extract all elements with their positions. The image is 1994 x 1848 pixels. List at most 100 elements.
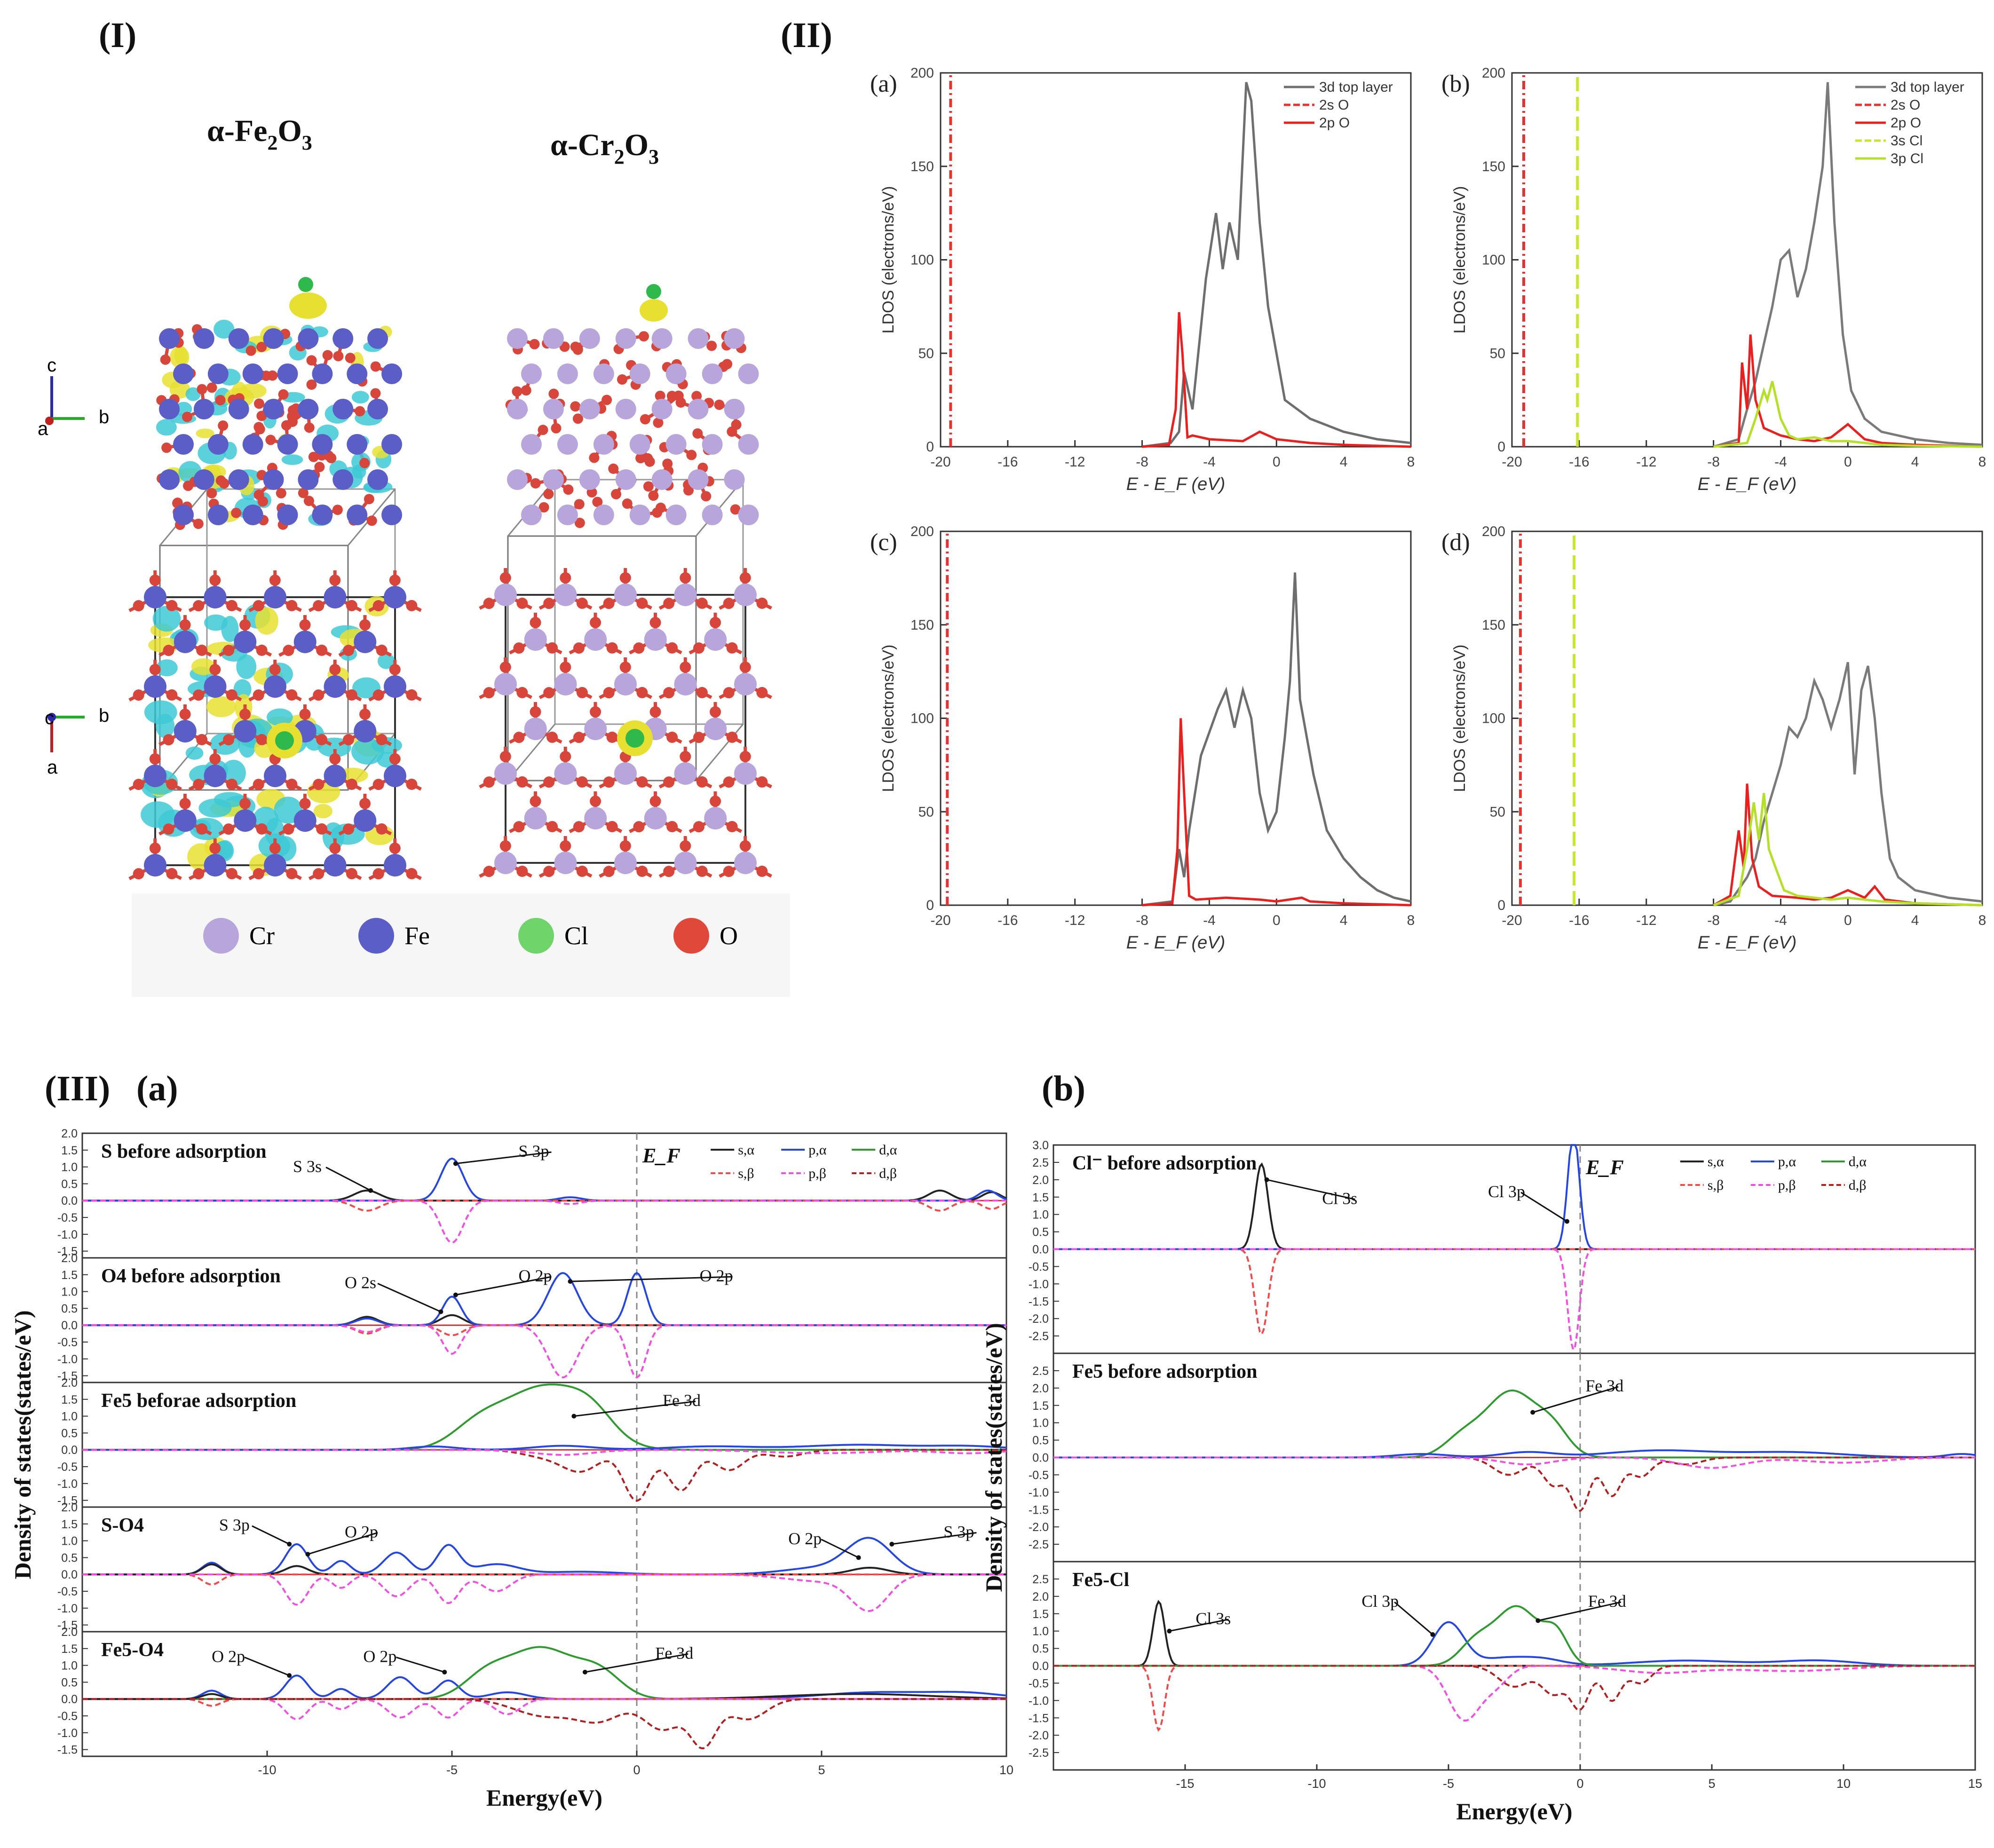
peak-annotation: S 3p bbox=[219, 1516, 250, 1534]
x-tick-label: -16 bbox=[1569, 454, 1589, 470]
y-tick-label: 0.0 bbox=[61, 1444, 78, 1457]
metal-atom bbox=[579, 328, 600, 349]
metal-atom bbox=[614, 762, 637, 785]
oxygen-atom bbox=[513, 821, 525, 833]
oxygen-atom bbox=[611, 489, 622, 499]
oxygen-atom bbox=[256, 644, 268, 656]
oxygen-atom bbox=[726, 731, 738, 743]
y-tick-label: 1.5 bbox=[1032, 1191, 1049, 1204]
oxygen-atom bbox=[663, 687, 675, 699]
y-tick-label: -0.5 bbox=[1029, 1260, 1049, 1273]
metal-atom bbox=[734, 762, 757, 785]
oxygen-atom bbox=[619, 840, 631, 852]
oxygen-atom bbox=[406, 689, 418, 701]
y-tick-label: 1.0 bbox=[61, 1161, 78, 1174]
x-tick-label: 0 bbox=[1273, 454, 1281, 470]
oxygen-atom bbox=[739, 661, 751, 673]
x-tick-label: 8 bbox=[1407, 913, 1415, 928]
metal-atom bbox=[207, 434, 229, 455]
metal-atom bbox=[264, 586, 286, 608]
y-tick-label: -1.0 bbox=[57, 1228, 78, 1241]
x-tick-label: -16 bbox=[997, 913, 1018, 928]
oxygen-atom bbox=[269, 663, 281, 675]
oxygen-atom bbox=[376, 823, 388, 835]
metal-atom bbox=[651, 469, 673, 490]
oxygen-atom bbox=[756, 865, 768, 877]
series-3p-cl bbox=[1713, 793, 1983, 907]
oxygen-atom bbox=[287, 417, 298, 427]
isosurface-lobe bbox=[255, 607, 278, 635]
dos-subplot: 2.0 1.5 1.0 0.5 0.0 -0.5 -1.0 -1.5 O4 before ads… bbox=[57, 1252, 1007, 1383]
oxygen-atom bbox=[133, 868, 144, 880]
legend-cl-label: Cl bbox=[564, 922, 588, 950]
isosurface-lobe bbox=[351, 391, 369, 404]
oxygen-atom bbox=[546, 731, 558, 743]
dos-curve bbox=[82, 1200, 1006, 1244]
metal-atom bbox=[159, 328, 180, 349]
oxygen-atom bbox=[680, 840, 691, 852]
oxygen-atom bbox=[643, 481, 654, 492]
metal-atom bbox=[293, 809, 317, 832]
metal-atom bbox=[277, 505, 298, 525]
oxygen-atom bbox=[197, 384, 207, 395]
y-tick-label: 2.0 bbox=[1032, 1174, 1049, 1187]
metal-atom bbox=[367, 399, 388, 419]
annotation-arrow bbox=[377, 1283, 442, 1312]
x-tick-label: -20 bbox=[1502, 913, 1522, 928]
annotation-arrowhead bbox=[287, 1541, 292, 1547]
oxygen-atom bbox=[276, 488, 286, 498]
oxygen-atom bbox=[606, 821, 618, 832]
legend-entry: p,β bbox=[1778, 1177, 1796, 1193]
y-tick-label: -2.5 bbox=[1029, 1538, 1049, 1551]
oxygen-atom bbox=[483, 598, 495, 609]
y-tick-label: -1.5 bbox=[57, 1370, 78, 1383]
y-tick-label: 100 bbox=[1482, 711, 1505, 727]
metal-atom bbox=[324, 586, 347, 608]
metal-atom bbox=[384, 765, 406, 787]
oxygen-atom bbox=[573, 732, 585, 743]
x-tick-label: -12 bbox=[1065, 913, 1085, 928]
oxygen-atom bbox=[283, 823, 294, 835]
subpanel-label: (c) bbox=[870, 529, 897, 556]
x-tick-label: -8 bbox=[1136, 454, 1148, 470]
y-tick-label: 1.5 bbox=[1032, 1399, 1049, 1413]
metal-atom bbox=[264, 675, 286, 698]
metal-atom bbox=[507, 469, 528, 490]
metal-atom bbox=[277, 434, 298, 455]
oxygen-atom bbox=[572, 413, 583, 424]
x-tick-label: -4 bbox=[1774, 913, 1787, 928]
oxygen-atom bbox=[389, 842, 401, 854]
oxygen-atom bbox=[655, 390, 665, 401]
peak-annotation: S 3s bbox=[293, 1157, 322, 1176]
series-3p-cl bbox=[1713, 381, 1983, 448]
metal-atom bbox=[367, 469, 388, 490]
subplot-title: S-O4 bbox=[101, 1515, 144, 1536]
oxygen-atom bbox=[574, 499, 585, 510]
oxygen-atom bbox=[342, 734, 354, 746]
oxygen-atom bbox=[683, 485, 694, 496]
y-axis-label: LDOS (electrons/eV) bbox=[1451, 645, 1469, 792]
annotation-arrow bbox=[244, 1657, 290, 1676]
isosurface-lobe bbox=[206, 696, 236, 718]
y-tick-label: -1.5 bbox=[1029, 1712, 1049, 1725]
oxygen-atom bbox=[693, 732, 704, 743]
y-tick-label: 2.0 bbox=[61, 1252, 78, 1265]
metal-atom bbox=[173, 505, 194, 525]
oxygen-atom bbox=[206, 382, 217, 393]
metal-atom bbox=[298, 328, 319, 349]
oxygen-atom bbox=[166, 778, 178, 790]
oxygen-atom bbox=[342, 645, 354, 656]
metal-atom bbox=[734, 673, 757, 695]
metal-atom bbox=[704, 807, 727, 829]
legend-entry: d,β bbox=[879, 1166, 897, 1181]
oxygen-atom bbox=[245, 345, 256, 356]
series-3d-top-layer bbox=[1142, 572, 1411, 907]
metal-atom bbox=[651, 399, 673, 419]
metal-atom bbox=[298, 469, 319, 490]
metal-atom bbox=[543, 328, 564, 349]
oxygen-atom bbox=[663, 776, 675, 788]
y-tick-label: 1.0 bbox=[61, 1286, 78, 1299]
oxygen-atom bbox=[163, 645, 174, 656]
peak-annotation: Cl 3s bbox=[1322, 1189, 1357, 1208]
oxygen-atom bbox=[649, 616, 661, 628]
